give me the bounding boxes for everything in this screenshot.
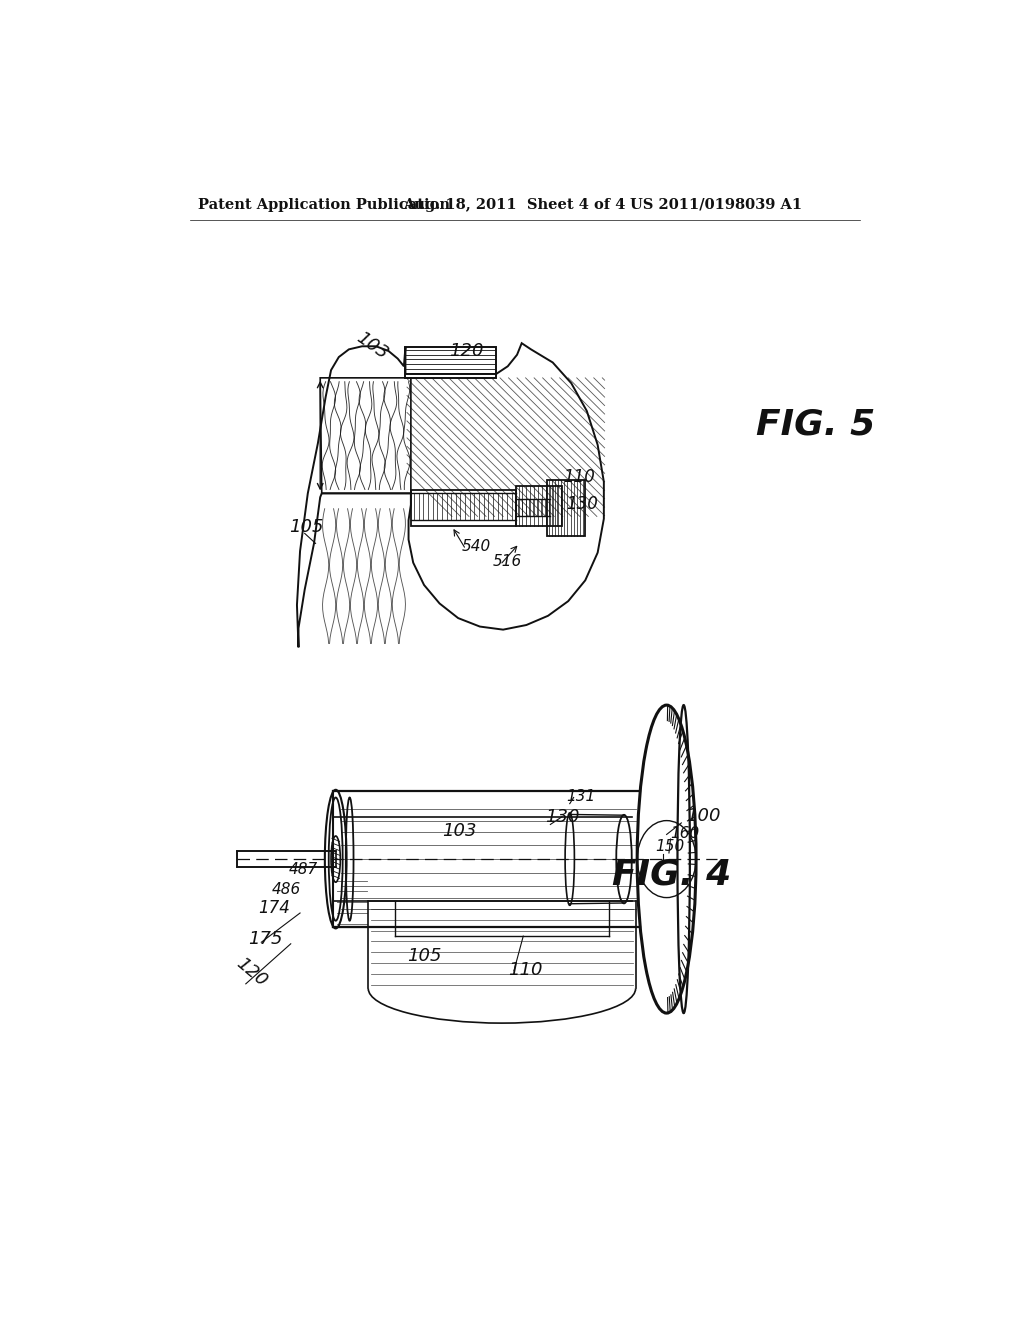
- Bar: [515, 486, 562, 527]
- Text: 516: 516: [493, 554, 521, 569]
- Bar: [406, 347, 496, 378]
- Text: US 2011/0198039 A1: US 2011/0198039 A1: [630, 198, 803, 211]
- Bar: [237, 851, 336, 867]
- Text: 103: 103: [352, 329, 391, 363]
- Text: 540: 540: [461, 539, 490, 554]
- Text: 174: 174: [258, 899, 290, 917]
- Text: 103: 103: [442, 822, 476, 840]
- Bar: [547, 480, 586, 536]
- Text: Patent Application Publication: Patent Application Publication: [198, 198, 450, 211]
- Text: 105: 105: [289, 517, 324, 536]
- Text: 105: 105: [407, 946, 441, 965]
- Text: 175: 175: [248, 929, 283, 948]
- Text: 110: 110: [563, 467, 595, 486]
- Text: 100: 100: [686, 807, 721, 825]
- Text: 131: 131: [566, 789, 595, 804]
- Text: 120: 120: [450, 342, 484, 360]
- Text: 120: 120: [232, 954, 270, 990]
- Bar: [411, 490, 515, 527]
- Text: 130: 130: [545, 808, 580, 826]
- Text: FIG. 5: FIG. 5: [756, 407, 874, 441]
- Text: 487: 487: [289, 862, 318, 878]
- Text: 110: 110: [508, 961, 543, 978]
- Text: 486: 486: [271, 882, 301, 896]
- Text: 130: 130: [566, 495, 598, 512]
- Text: FIG. 4: FIG. 4: [612, 858, 731, 891]
- Text: 160: 160: [671, 825, 699, 841]
- Text: 150: 150: [655, 840, 684, 854]
- Text: Aug. 18, 2011  Sheet 4 of 4: Aug. 18, 2011 Sheet 4 of 4: [403, 198, 626, 211]
